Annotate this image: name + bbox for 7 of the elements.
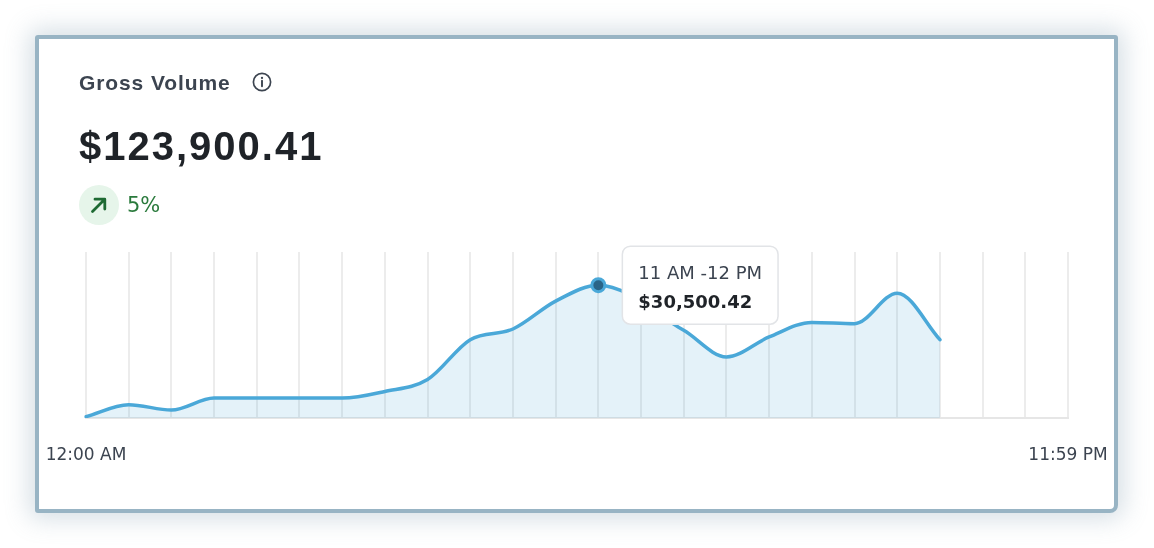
text: 5% — [127, 193, 161, 217]
chart-subtitle: $123,900.41 — [79, 124, 324, 168]
x-tick-label: 11:59 PM — [1028, 443, 1108, 464]
x-tick-label: 12:00 AM — [45, 443, 127, 464]
text: 11 AM -12 PM — [638, 262, 763, 284]
chart-title: Gross Volume — [79, 71, 231, 94]
annotation: $30,500.42 — [638, 291, 753, 313]
